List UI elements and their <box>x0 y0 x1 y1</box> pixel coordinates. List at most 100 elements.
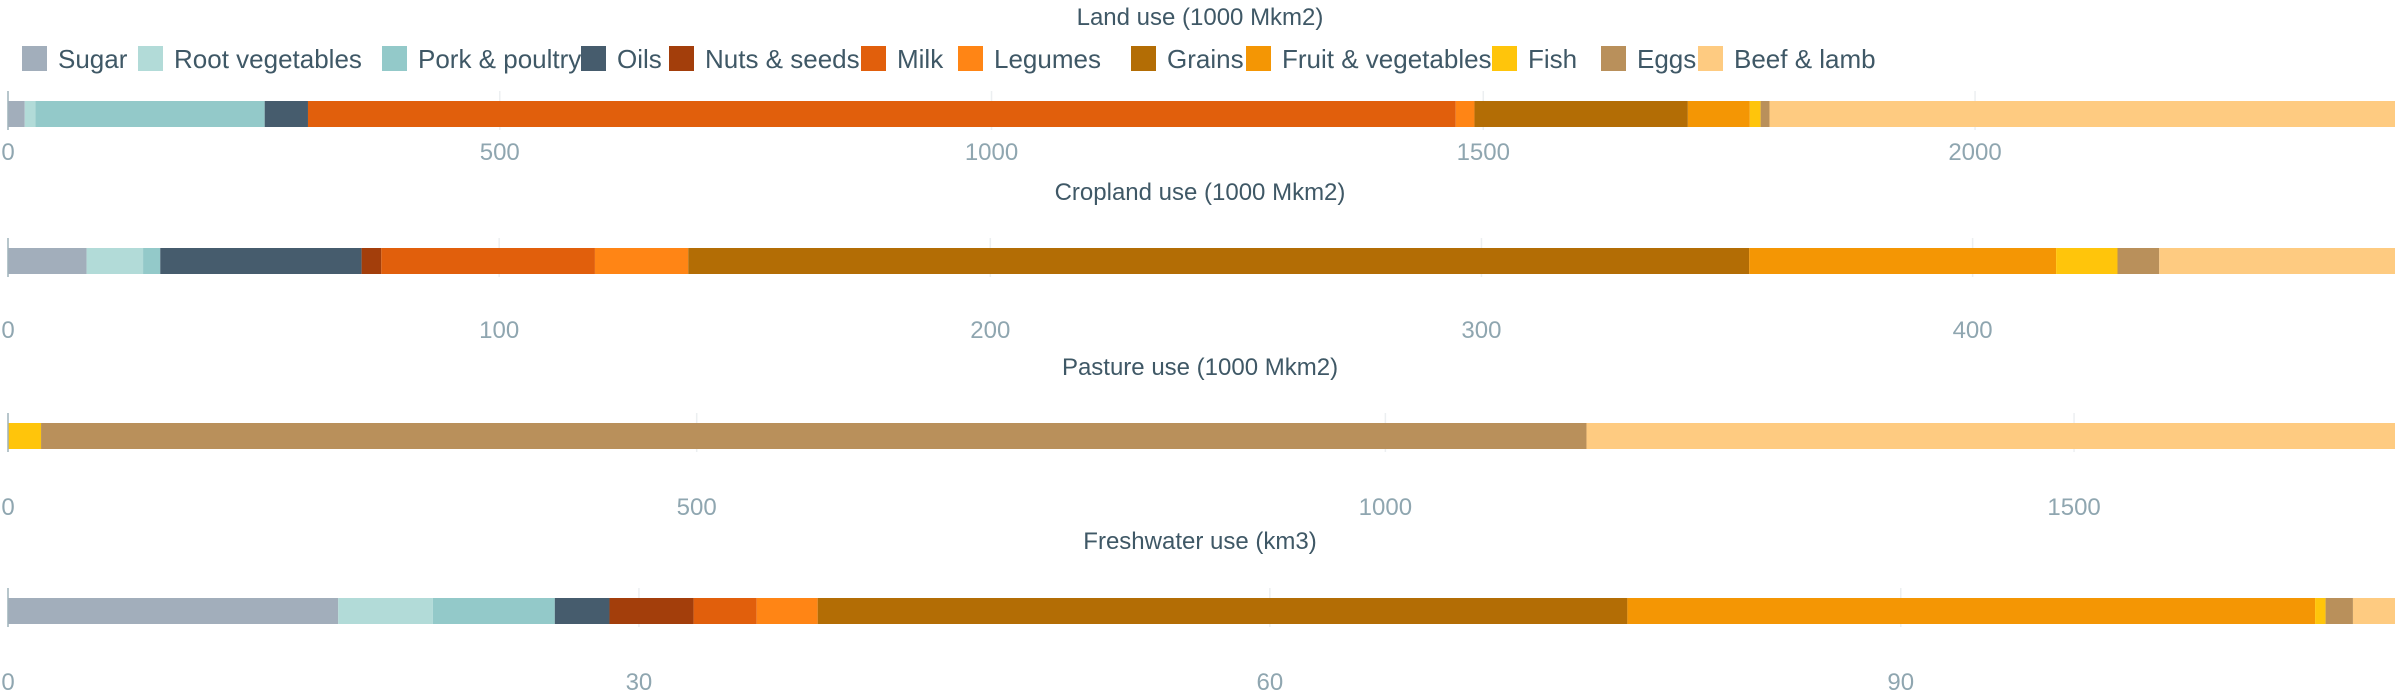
legend-label: Eggs <box>1637 44 1696 74</box>
legend-item-eggs: Eggs <box>1601 44 1696 74</box>
legend-swatch <box>22 46 47 71</box>
legend-label: Legumes <box>994 44 1101 74</box>
tick-label: 0 <box>1 317 14 344</box>
tick-label: 400 <box>1953 317 1993 344</box>
tick-label: 2000 <box>1948 139 2001 166</box>
bar-segment-legumes <box>1455 101 1475 127</box>
tick-label: 1500 <box>1457 139 1510 166</box>
tick-label: 0 <box>1 669 14 696</box>
bar-segment-root-vegetables <box>24 101 36 127</box>
bar-segment-fruit-and-vegetables <box>1627 598 2316 624</box>
legend-label: Sugar <box>58 44 128 74</box>
bar-segment-sugar <box>8 101 25 127</box>
panel-freshwater-use-km3: Freshwater use (km3) 0 30 60 90 <box>1 528 2395 696</box>
tick-label: 0 <box>1 139 14 166</box>
panel-land-use-1000-mkm2: Land use (1000 Mkm2) 0 500 1000 1500 2000 <box>1 4 2395 166</box>
legend-swatch <box>138 46 163 71</box>
legend-item-pork-and-poultry: Pork & poultry <box>382 44 581 74</box>
bar-segment-sugar <box>8 598 339 624</box>
panel-pasture-use-1000-mkm2: Pasture use (1000 Mkm2) 0 500 1000 1500 <box>1 354 2395 521</box>
bar-segment-fish <box>8 423 42 449</box>
bar-segment-legumes <box>594 248 689 274</box>
legend-item-fruit-and-vegetables: Fruit & vegetables <box>1246 44 1492 74</box>
legend-label: Nuts & seeds <box>705 44 860 74</box>
tick-label: 30 <box>626 669 653 696</box>
legend-item-oils: Oils <box>581 44 662 74</box>
tick-label: 1000 <box>1359 494 1412 521</box>
legend-label: Root vegetables <box>174 44 362 74</box>
bar-segment-milk <box>381 248 595 274</box>
bar-segment-oils <box>160 248 362 274</box>
bar-segment-beef-and-lamb <box>2352 598 2395 624</box>
bar-segment-beef-and-lamb <box>1769 101 2395 127</box>
tick-label: 60 <box>1256 669 1283 696</box>
bar-segment-fish <box>2056 248 2118 274</box>
tick-label: 500 <box>677 494 717 521</box>
legend-swatch <box>1601 46 1626 71</box>
tick-label: 100 <box>479 317 519 344</box>
legend-swatch <box>669 46 694 71</box>
legend: Sugar Root vegetables Pork & poultry Oils Nu… <box>22 44 1876 74</box>
chart-panels: Land use (1000 Mkm2)0 500 1000 1500 2000Crop… <box>1 4 2395 696</box>
bar-segment-grains <box>1474 101 1688 127</box>
bar-segment-sugar <box>8 248 87 274</box>
chart-title: Land use (1000 Mkm2) <box>1077 4 1324 31</box>
bar-segment-grains <box>817 598 1628 624</box>
legend-label: Grains <box>1167 44 1244 74</box>
bar-segment-eggs <box>2325 598 2353 624</box>
panel-cropland-use-1000-mkm2: Cropland use (1000 Mkm2) 0 100 200 300 400 <box>1 179 2395 344</box>
bar-segment-pork-and-poultry <box>143 248 161 274</box>
legend-item-milk: Milk <box>861 44 944 74</box>
legend-item-beef-and-lamb: Beef & lamb <box>1698 44 1876 74</box>
legend-swatch <box>861 46 886 71</box>
bar-segment-eggs <box>1760 101 1770 127</box>
legend-label: Fruit & vegetables <box>1282 44 1492 74</box>
bar-segment-root-vegetables <box>338 598 433 624</box>
bar-segment-oils <box>264 101 308 127</box>
bar-segment-legumes <box>756 598 818 624</box>
legend-item-legumes: Legumes <box>958 44 1101 74</box>
legend-item-root-vegetables: Root vegetables <box>138 44 362 74</box>
legend-swatch <box>1131 46 1156 71</box>
tick-label: 0 <box>1 494 14 521</box>
legend-label: Beef & lamb <box>1734 44 1876 74</box>
tick-label: 1000 <box>965 139 1018 166</box>
bar-segment-milk <box>693 598 757 624</box>
legend-swatch <box>581 46 606 71</box>
legend-swatch <box>1492 46 1517 71</box>
legend-swatch <box>1246 46 1271 71</box>
legend-label: Pork & poultry <box>418 44 581 74</box>
bar-segment-fruit-and-vegetables <box>1687 101 1750 127</box>
legend-swatch <box>382 46 407 71</box>
bar-segment-beef-and-lamb <box>1586 423 2395 449</box>
tick-label: 90 <box>1887 669 1914 696</box>
legend-label: Fish <box>1528 44 1577 74</box>
bar-segment-nuts-and-seeds <box>609 598 694 624</box>
tick-label: 300 <box>1461 317 1501 344</box>
chart-title: Pasture use (1000 Mkm2) <box>1062 354 1338 381</box>
chart-title: Freshwater use (km3) <box>1083 528 1316 555</box>
bar-segment-fruit-and-vegetables <box>1749 248 2057 274</box>
bar-segment-oils <box>554 598 610 624</box>
bar-segment-pork-and-poultry <box>432 598 555 624</box>
chart-title: Cropland use (1000 Mkm2) <box>1055 179 1346 206</box>
legend-label: Milk <box>897 44 944 74</box>
bar-segment-beef-and-lamb <box>2159 248 2395 274</box>
bar-segment-nuts-and-seeds <box>361 248 382 274</box>
bar-segment-pork-and-poultry <box>35 101 265 127</box>
tick-label: 200 <box>970 317 1010 344</box>
legend-item-fish: Fish <box>1492 44 1577 74</box>
bar-segment-eggs <box>2117 248 2160 274</box>
bar-segment-fish <box>1749 101 1761 127</box>
bar-segment-root-vegetables <box>86 248 144 274</box>
bar-segment-milk <box>307 101 1456 127</box>
legend-item-grains: Grains <box>1131 44 1244 74</box>
legend-item-sugar: Sugar <box>22 44 128 74</box>
legend-swatch <box>958 46 983 71</box>
tick-label: 1500 <box>2047 494 2100 521</box>
bar-segment-grains <box>688 248 1750 274</box>
bar-segment-fish <box>2315 598 2326 624</box>
bar-segment-eggs <box>41 423 1587 449</box>
legend-label: Oils <box>617 44 662 74</box>
